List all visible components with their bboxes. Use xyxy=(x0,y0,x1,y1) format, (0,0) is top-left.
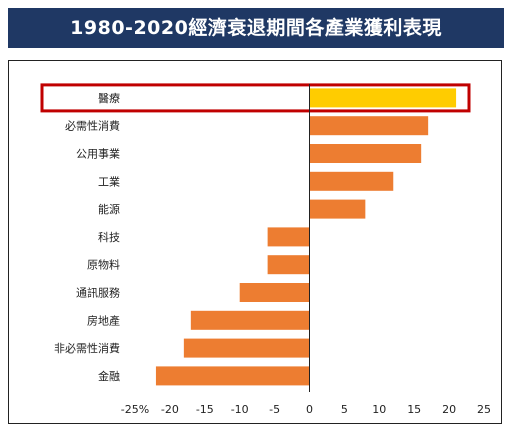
highlight-box xyxy=(40,83,471,113)
category-label-3: 工業 xyxy=(98,175,120,188)
category-label-10: 金融 xyxy=(98,369,120,383)
x-tick-label-10: 25 xyxy=(477,403,491,416)
bar-5 xyxy=(267,227,310,247)
x-tick-label-6: 5 xyxy=(341,403,348,416)
bar-8 xyxy=(190,310,310,330)
x-tick-label-2: -15 xyxy=(196,403,214,416)
bar-7 xyxy=(239,283,310,302)
bar-3 xyxy=(309,171,394,191)
category-label-5: 科技 xyxy=(98,230,120,244)
category-label-9: 非必需性消費 xyxy=(54,341,120,355)
x-tick-label-1: -20 xyxy=(161,403,179,416)
x-tick-label-4: -5 xyxy=(269,403,280,416)
category-label-2: 公用事業 xyxy=(76,148,120,161)
bar-10 xyxy=(155,366,310,386)
x-tick-label-0: -25% xyxy=(121,403,149,416)
bar-9 xyxy=(183,338,310,358)
bar-6 xyxy=(267,255,310,275)
chart-title: 1980-2020經濟衰退期間各產業獲利表現 xyxy=(8,8,504,48)
category-label-7: 通訊服務 xyxy=(76,286,120,300)
x-tick-label-9: 20 xyxy=(442,403,456,416)
category-label-1: 必需性消費 xyxy=(65,119,120,133)
category-label-8: 房地產 xyxy=(87,313,120,327)
bar-0 xyxy=(309,88,457,108)
category-label-4: 能源 xyxy=(98,202,120,216)
x-tick-label-7: 10 xyxy=(372,403,386,416)
category-label-0: 醫療 xyxy=(98,91,120,105)
bar-4 xyxy=(309,199,366,219)
bar-2 xyxy=(309,144,422,163)
bar-1 xyxy=(309,116,429,136)
x-tick-label-8: 15 xyxy=(407,403,421,416)
x-tick-label-5: 0 xyxy=(306,403,313,416)
x-tick-label-3: -10 xyxy=(231,403,249,416)
category-label-6: 原物料 xyxy=(87,258,120,272)
